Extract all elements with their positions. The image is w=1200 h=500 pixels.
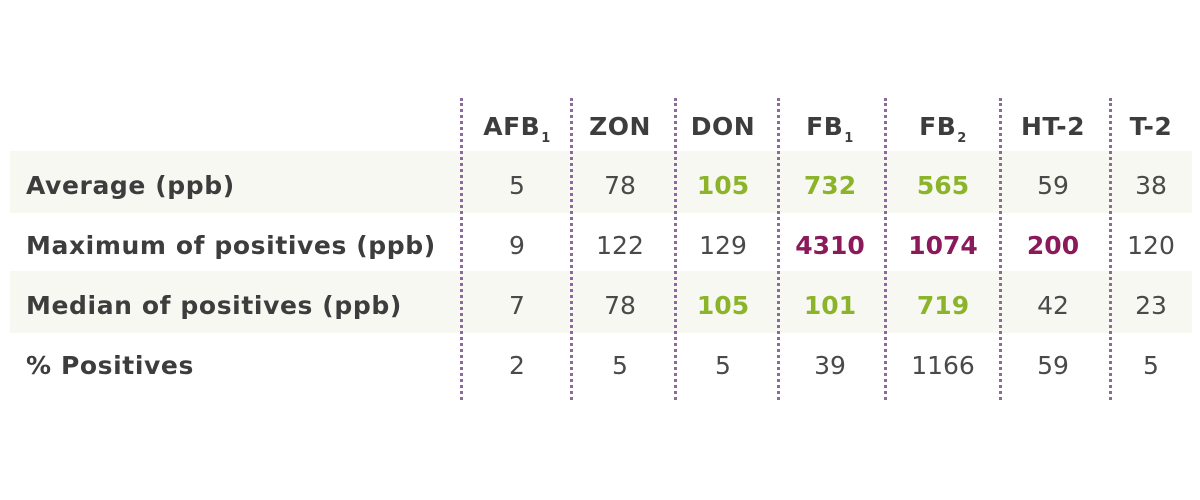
table-cell: 1074 [908, 230, 978, 260]
table-cell: 59 [1037, 350, 1069, 380]
table-cell: 23 [1135, 290, 1167, 320]
column-divider [674, 98, 677, 400]
column-header-text: AFB [483, 111, 541, 141]
table-cell: 5 [1143, 350, 1159, 380]
column-header-text: T-2 [1129, 111, 1173, 141]
table-cell: 1166 [911, 350, 975, 380]
column-header: T-2 [1111, 95, 1191, 157]
row-label: Average (ppb) [26, 170, 235, 200]
column-header-text: HT-2 [1020, 111, 1086, 141]
table-cell: 38 [1135, 170, 1167, 200]
column-divider [570, 98, 573, 400]
row-band [10, 271, 1192, 333]
column-header-subscript: 1 [541, 130, 551, 146]
row-label: % Positives [26, 350, 194, 380]
table-cell: 39 [814, 350, 846, 380]
column-header: DON [673, 95, 773, 157]
column-divider [1109, 98, 1112, 400]
table-cell: 129 [699, 230, 747, 260]
table-cell: 200 [1026, 230, 1080, 260]
table-cell: 732 [803, 170, 857, 200]
table-cell: 9 [509, 230, 525, 260]
table-cell: 5 [509, 170, 525, 200]
table-cell: 78 [604, 170, 636, 200]
column-header: HT-2 [1000, 95, 1106, 157]
table-cell: 105 [696, 290, 750, 320]
column-header-text: DON [690, 111, 756, 141]
column-divider [460, 98, 463, 400]
column-divider [777, 98, 780, 400]
row-band [10, 151, 1192, 213]
table-cell: 101 [803, 290, 857, 320]
table-cell: 7 [509, 290, 525, 320]
column-header-text: FB [919, 111, 957, 141]
column-header: FB 1 [777, 95, 883, 157]
table-cell: 78 [604, 290, 636, 320]
column-header-subscript: 1 [844, 130, 854, 146]
row-label: Maximum of positives (ppb) [26, 230, 436, 260]
column-header: AFB 1 [463, 95, 571, 157]
column-header: ZON [570, 95, 670, 157]
table-cell: 2 [509, 350, 525, 380]
column-header-text: FB [806, 111, 844, 141]
table-cell: 5 [612, 350, 628, 380]
table-cell: 122 [596, 230, 644, 260]
table-cell: 120 [1127, 230, 1175, 260]
column-divider [999, 98, 1002, 400]
table-cell: 105 [696, 170, 750, 200]
table-cell: 565 [916, 170, 970, 200]
table-cell: 59 [1037, 170, 1069, 200]
table-cell: 42 [1037, 290, 1069, 320]
table-cell: 5 [715, 350, 731, 380]
column-header-text: ZON [589, 111, 651, 141]
table-cell: 4310 [795, 230, 865, 260]
column-header-subscript: 2 [957, 130, 967, 146]
column-header: FB 2 [887, 95, 999, 157]
column-divider [884, 98, 887, 400]
row-label: Median of positives (ppb) [26, 290, 402, 320]
table-cell: 719 [916, 290, 970, 320]
